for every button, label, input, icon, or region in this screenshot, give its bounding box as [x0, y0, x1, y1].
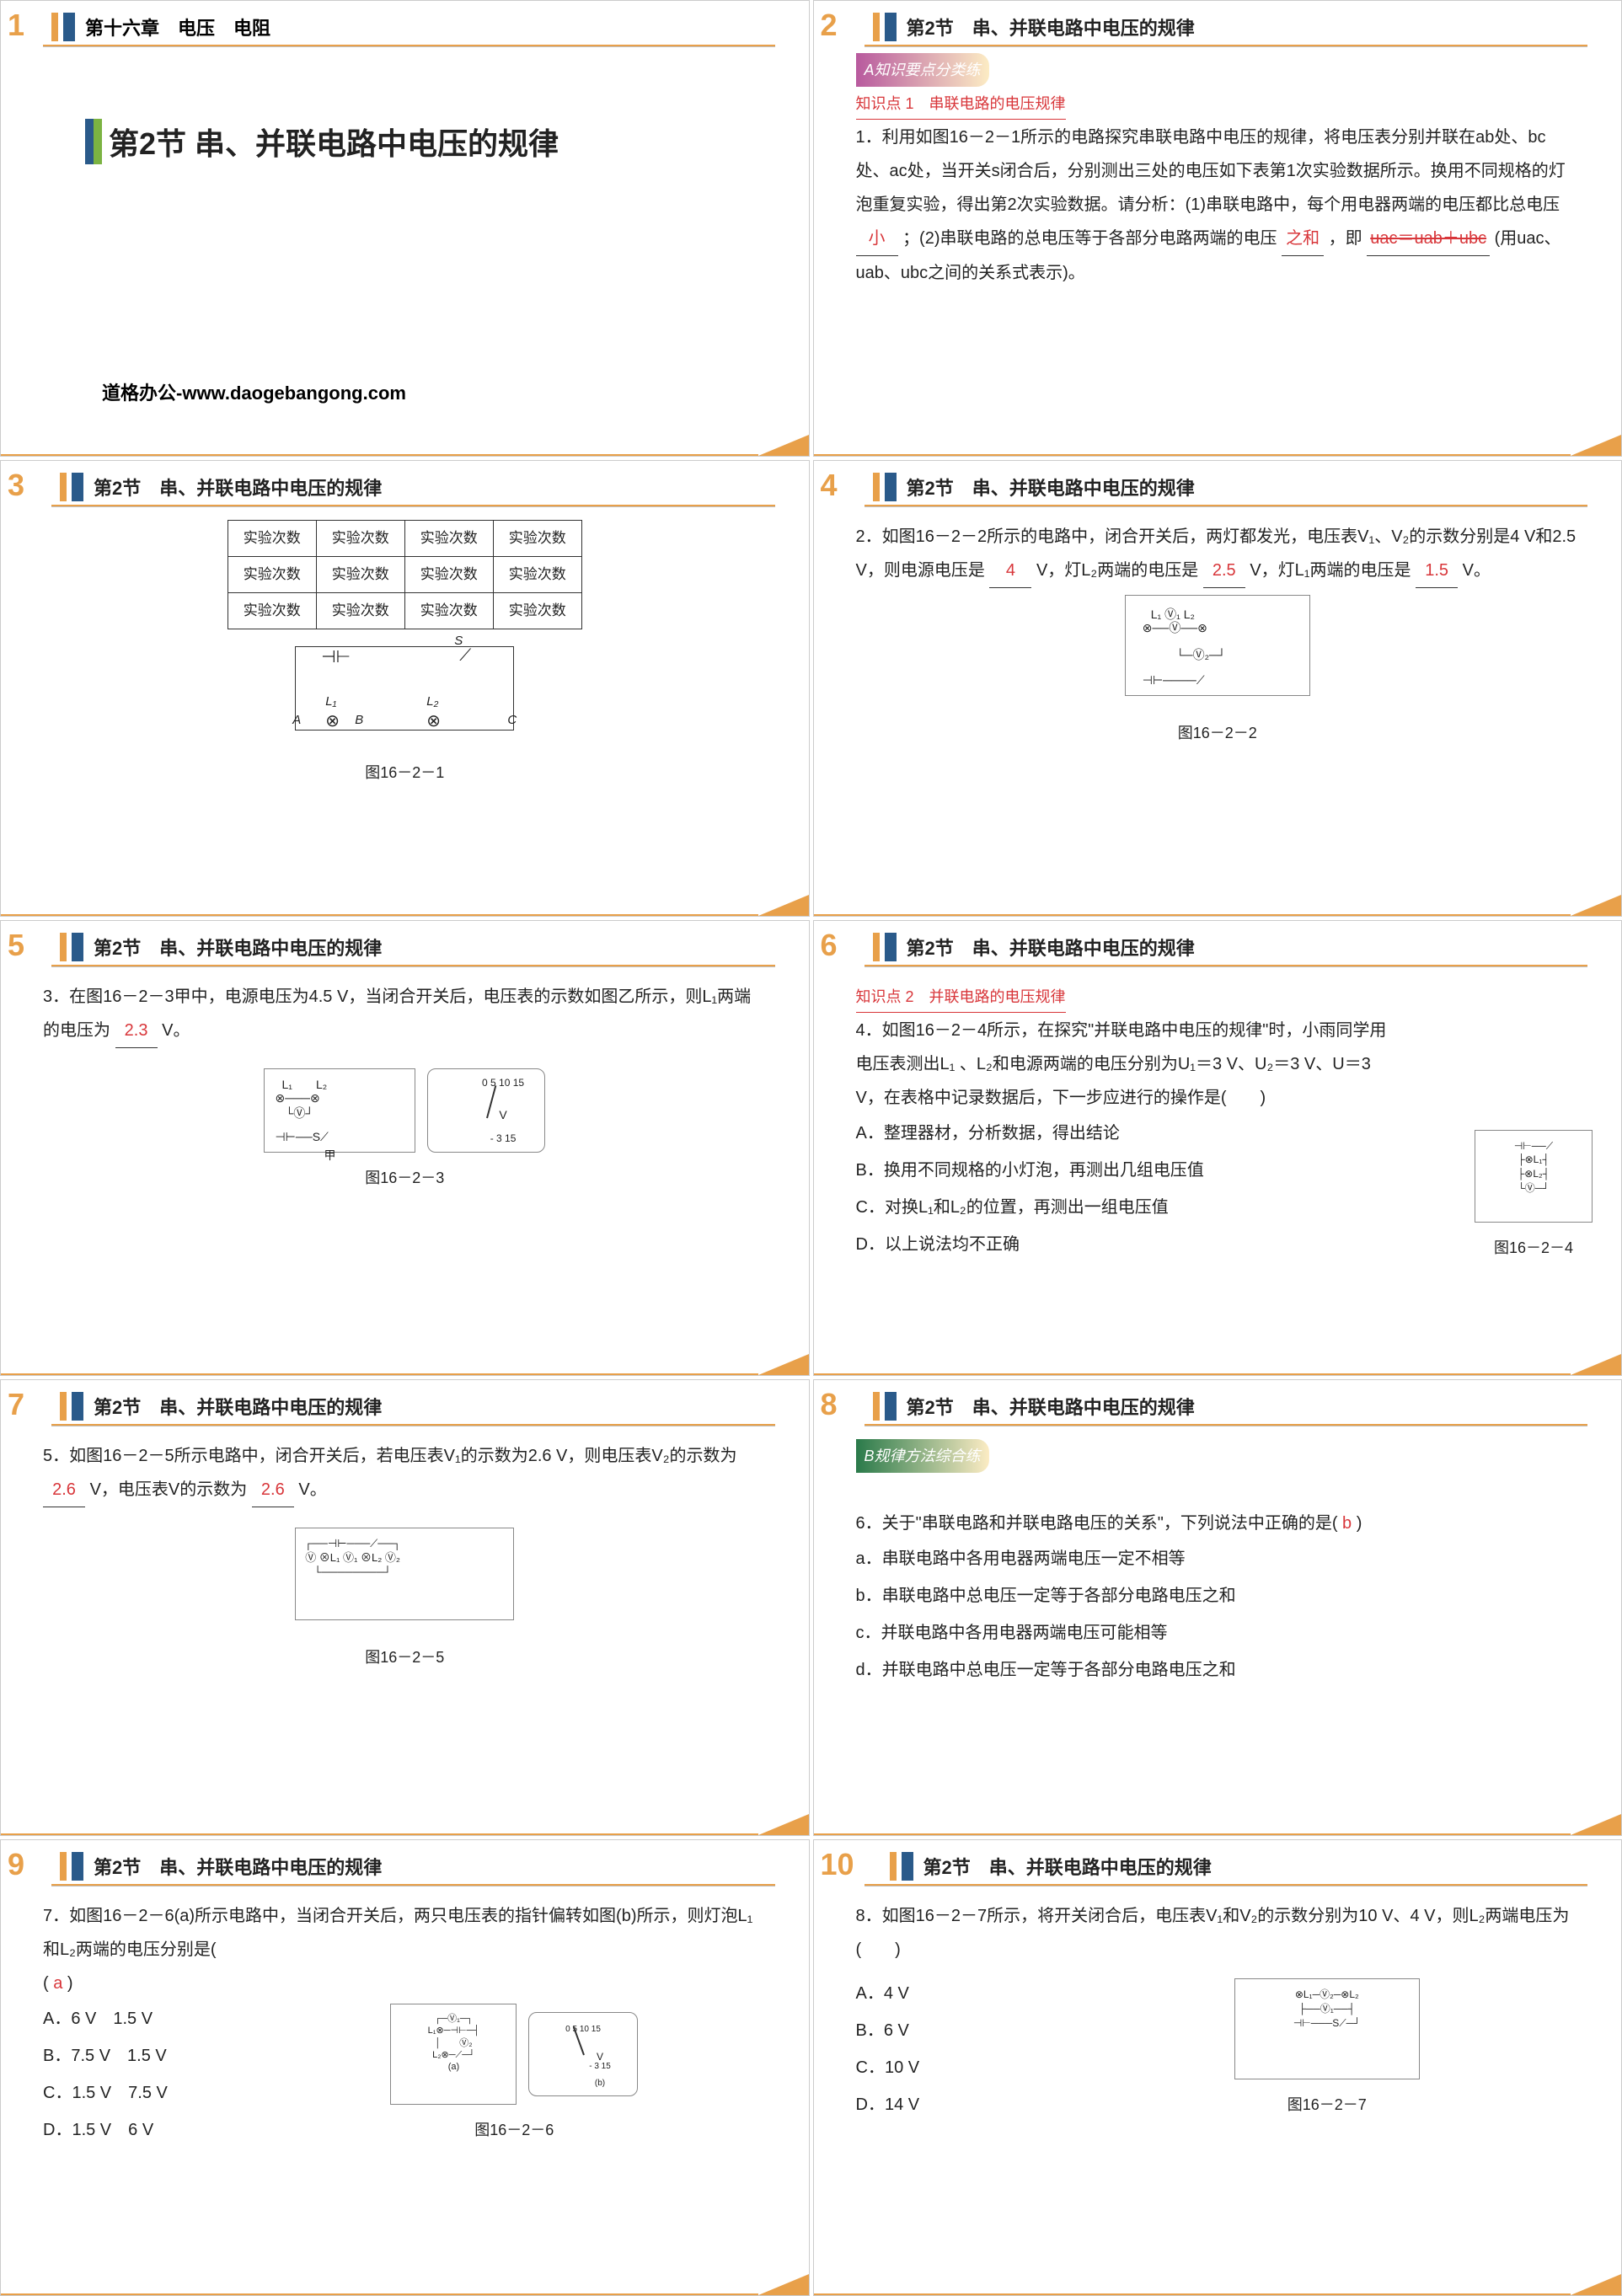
circuit-diagram-4: ⊣⊢──⟋├⊗L₁┤├⊗L₂┤└Ⓥ─┘ [1475, 1130, 1593, 1223]
q2-ans3: 1.5 [1416, 554, 1458, 588]
slide-8: 8 第2节 串、并联电路中电压的规律 B规律方法综合练 6．关于"串联电路和并联… [813, 1379, 1622, 1836]
slide-3: 3 第2节 串、并联电路中电压的规律 实验次数实验次数实验次数实验次数 实验次数… [0, 460, 810, 917]
opt-c: C．对换L₁和L₂的位置，再测出一组电压值 [856, 1189, 1395, 1226]
figure-label: 图16－2－6 [262, 2115, 767, 2145]
opt-c: C．10 V [856, 2049, 1075, 2086]
title-color-bar [85, 119, 102, 164]
footer-url: 道格办公-www.daogebangong.com [102, 378, 406, 405]
circuit-diagram-5: ┌──⊣⊢───⟋──┐ Ⓥ ⊗L₁ Ⓥ₁ ⊗L₂ Ⓥ₂ └────────┘ [295, 1528, 514, 1620]
section-title: 第2节 串、并联电路中电压的规律 [907, 934, 1195, 961]
practice-bar-b: B规律方法综合练 [856, 1439, 989, 1473]
slide-5: 5 第2节 串、并联电路中电压的规律 3．在图16－2－3甲中，电源电压为4.5… [0, 920, 810, 1377]
slide-number: 1 [8, 8, 24, 43]
q5-ans2: 2.6 [252, 1473, 294, 1507]
opt-a: A．6 V 1.5 V [43, 2000, 262, 2037]
q8-text: 8．如图16－2－7所示，将开关闭合后，电压表V₁和V₂的示数分别为10 V、4… [856, 1907, 1570, 1959]
section-title: 第2节 串、并联电路中电压的规律 [907, 474, 1195, 500]
knowledge-bar-a: A知识要点分类练 [856, 53, 989, 87]
slide-number: 7 [8, 1387, 24, 1422]
slide-number: 8 [821, 1387, 838, 1422]
slide-1: 1 第十六章 电压 电阻 第2节 串、并联电路中电压的规律 道格办公-www.d… [0, 0, 810, 457]
section-title: 第2节 串、并联电路中电压的规律 [923, 1853, 1212, 1880]
q1-ans2: 之和 [1282, 222, 1324, 256]
opt-a: a．串联电路中各用电器两端电压一定不相等 [856, 1540, 1580, 1577]
slide-number: 3 [8, 468, 24, 503]
q5-text: 5．如图16－2－5所示电路中，闭合开关后，若电压表V₁的示数为2.6 V，则电… [43, 1447, 737, 1465]
q2-ans2: 2.5 [1203, 554, 1245, 588]
section-title: 第2节 串、并联电路中电压的规律 [94, 934, 382, 961]
main-title: 第2节 串、并联电路中电压的规律 [109, 120, 559, 163]
q3-ans: 2.3 [115, 1014, 158, 1048]
section-title: 第2节 串、并联电路中电压的规律 [94, 1393, 382, 1420]
slide-number: 4 [821, 468, 838, 503]
opt-c: c．并联电路中各用电器两端电压可能相等 [856, 1614, 1580, 1651]
circuit-diagram-6a: ┌─Ⓥ₁─┐L₁⊗─⊣⊢─┤│ Ⓥ₂L₂⊗─⟋─┘(a) [390, 2004, 517, 2105]
slide-6: 6 第2节 串、并联电路中电压的规律 知识点 2 并联电路的电压规律 4．如图1… [813, 920, 1622, 1377]
opt-b: b．串联电路中总电压一定等于各部分电路电压之和 [856, 1577, 1580, 1614]
opt-b: B．7.5 V 1.5 V [43, 2037, 262, 2074]
figure-label: 图16－2－7 [1075, 2090, 1580, 2120]
opt-d: D．以上说法均不正确 [856, 1226, 1395, 1263]
q6-ans: b [1342, 1514, 1352, 1533]
slide-number: 10 [821, 1847, 854, 1882]
slide-number: 5 [8, 928, 24, 963]
q4-text: 4．如图16－2－4所示，在探究"并联电路中电压的规律"时，小雨同学用电压表测出… [856, 1021, 1387, 1107]
figure-label: 图16－2－2 [856, 718, 1580, 748]
section-title: 第2节 串、并联电路中电压的规律 [907, 13, 1195, 40]
circuit-diagram: S ⊣⊢ ⟋ A B C ⊗ L₁ ⊗ L₂ [295, 646, 514, 731]
slide-number: 9 [8, 1847, 24, 1882]
circuit-diagram-2: L₁ Ⓥ₁ L₂ ⊗──Ⓥ──⊗ └─Ⓥ₂─┘ ⊣⊢────⟋ [1125, 595, 1310, 696]
knowledge-point-1: 知识点 1 串联电路的电压规律 [856, 88, 1066, 120]
slide-10: 10 第2节 串、并联电路中电压的规律 8．如图16－2－7所示，将开关闭合后，… [813, 1839, 1622, 2296]
opt-b: B．换用不同规格的小灯泡，再测出几组电压值 [856, 1152, 1395, 1189]
circuit-diagram-3a: L₁ L₂ ⊗───⊗ └Ⓥ┘ ⊣⊢──S⟋ 甲 [264, 1068, 415, 1153]
section-title: 第2节 串、并联电路中电压的规律 [94, 474, 382, 500]
opt-a: A．4 V [856, 1975, 1075, 2012]
q1-ans1: 小 [856, 222, 898, 256]
chapter-bar: 第十六章 电压 电阻 [51, 13, 270, 41]
opt-b: B．6 V [856, 2012, 1075, 2049]
circuit-diagram-7: ⊗L₁─Ⓥ₂─⊗L₂├──Ⓥ₁──┤⊣⊢───S⟋─┘ [1234, 1978, 1420, 2079]
q7-ans: a [53, 1974, 62, 1993]
opt-d: d．并联电路中总电压一定等于各部分电路电压之和 [856, 1651, 1580, 1689]
q5-ans1: 2.6 [43, 1473, 85, 1507]
section-title: 第2节 串、并联电路中电压的规律 [907, 1393, 1195, 1420]
section-title: 第2节 串、并联电路中电压的规律 [94, 1853, 382, 1880]
figure-label: 图16－2－1 [43, 757, 767, 788]
q1-text3: ，即 [1329, 229, 1362, 248]
chapter-title: 第十六章 电压 电阻 [85, 13, 270, 40]
experiment-table: 实验次数实验次数实验次数实验次数 实验次数实验次数实验次数实验次数 实验次数实验… [228, 520, 582, 629]
q6-text: 6．关于"串联电路和并联电路电压的关系"，下列说法中正确的是( [856, 1514, 1338, 1533]
figure-label: 图16－2－3 [43, 1163, 767, 1193]
slide-9: 9 第2节 串、并联电路中电压的规律 7．如图16－2－6(a)所示电路中，当闭… [0, 1839, 810, 2296]
q7-text: 7．如图16－2－6(a)所示电路中，当闭合开关后，两只电压表的指针偏转如图(b… [43, 1907, 752, 1959]
knowledge-point-2: 知识点 2 并联电路的电压规律 [856, 982, 1066, 1013]
opt-a: A．整理器材，分析数据，得出结论 [856, 1115, 1395, 1152]
slide-number: 2 [821, 8, 838, 43]
voltmeter-6b: 0 5 10 15 V - 3 15(b) [528, 2012, 638, 2096]
q2-ans1: 4 [989, 554, 1031, 588]
q1-ans3: uac＝uab＋ubc [1367, 222, 1490, 256]
slide-4: 4 第2节 串、并联电路中电压的规律 2．如图16－2－2所示的电路中，闭合开关… [813, 460, 1622, 917]
slide-grid: 1 第十六章 电压 电阻 第2节 串、并联电路中电压的规律 道格办公-www.d… [0, 0, 1622, 2296]
slide-2: 2 第2节 串、并联电路中电压的规律 A知识要点分类练 知识点 1 串联电路的电… [813, 0, 1622, 457]
voltmeter-diagram: 0 5 10 15 V - 3 15 [427, 1068, 545, 1153]
q1-text: 1．利用如图16－2－1所示的电路探究串联电路中电压的规律，将电压表分别并联在a… [856, 128, 1566, 214]
opt-d: D．1.5 V 6 V [43, 2111, 262, 2149]
slide-7: 7 第2节 串、并联电路中电压的规律 5．如图16－2－5所示电路中，闭合开关后… [0, 1379, 810, 1836]
figure-label: 图16－2－5 [43, 1642, 767, 1672]
opt-c: C．1.5 V 7.5 V [43, 2074, 262, 2111]
main-title-block: 第2节 串、并联电路中电压的规律 [85, 119, 559, 164]
figure-label: 图16－2－4 [1471, 1233, 1596, 1263]
q1-text2: ；(2)串联电路的总电压等于各部分电路两端的电压 [902, 229, 1277, 248]
opt-d: D．14 V [856, 2086, 1075, 2123]
slide-number: 6 [821, 928, 838, 963]
